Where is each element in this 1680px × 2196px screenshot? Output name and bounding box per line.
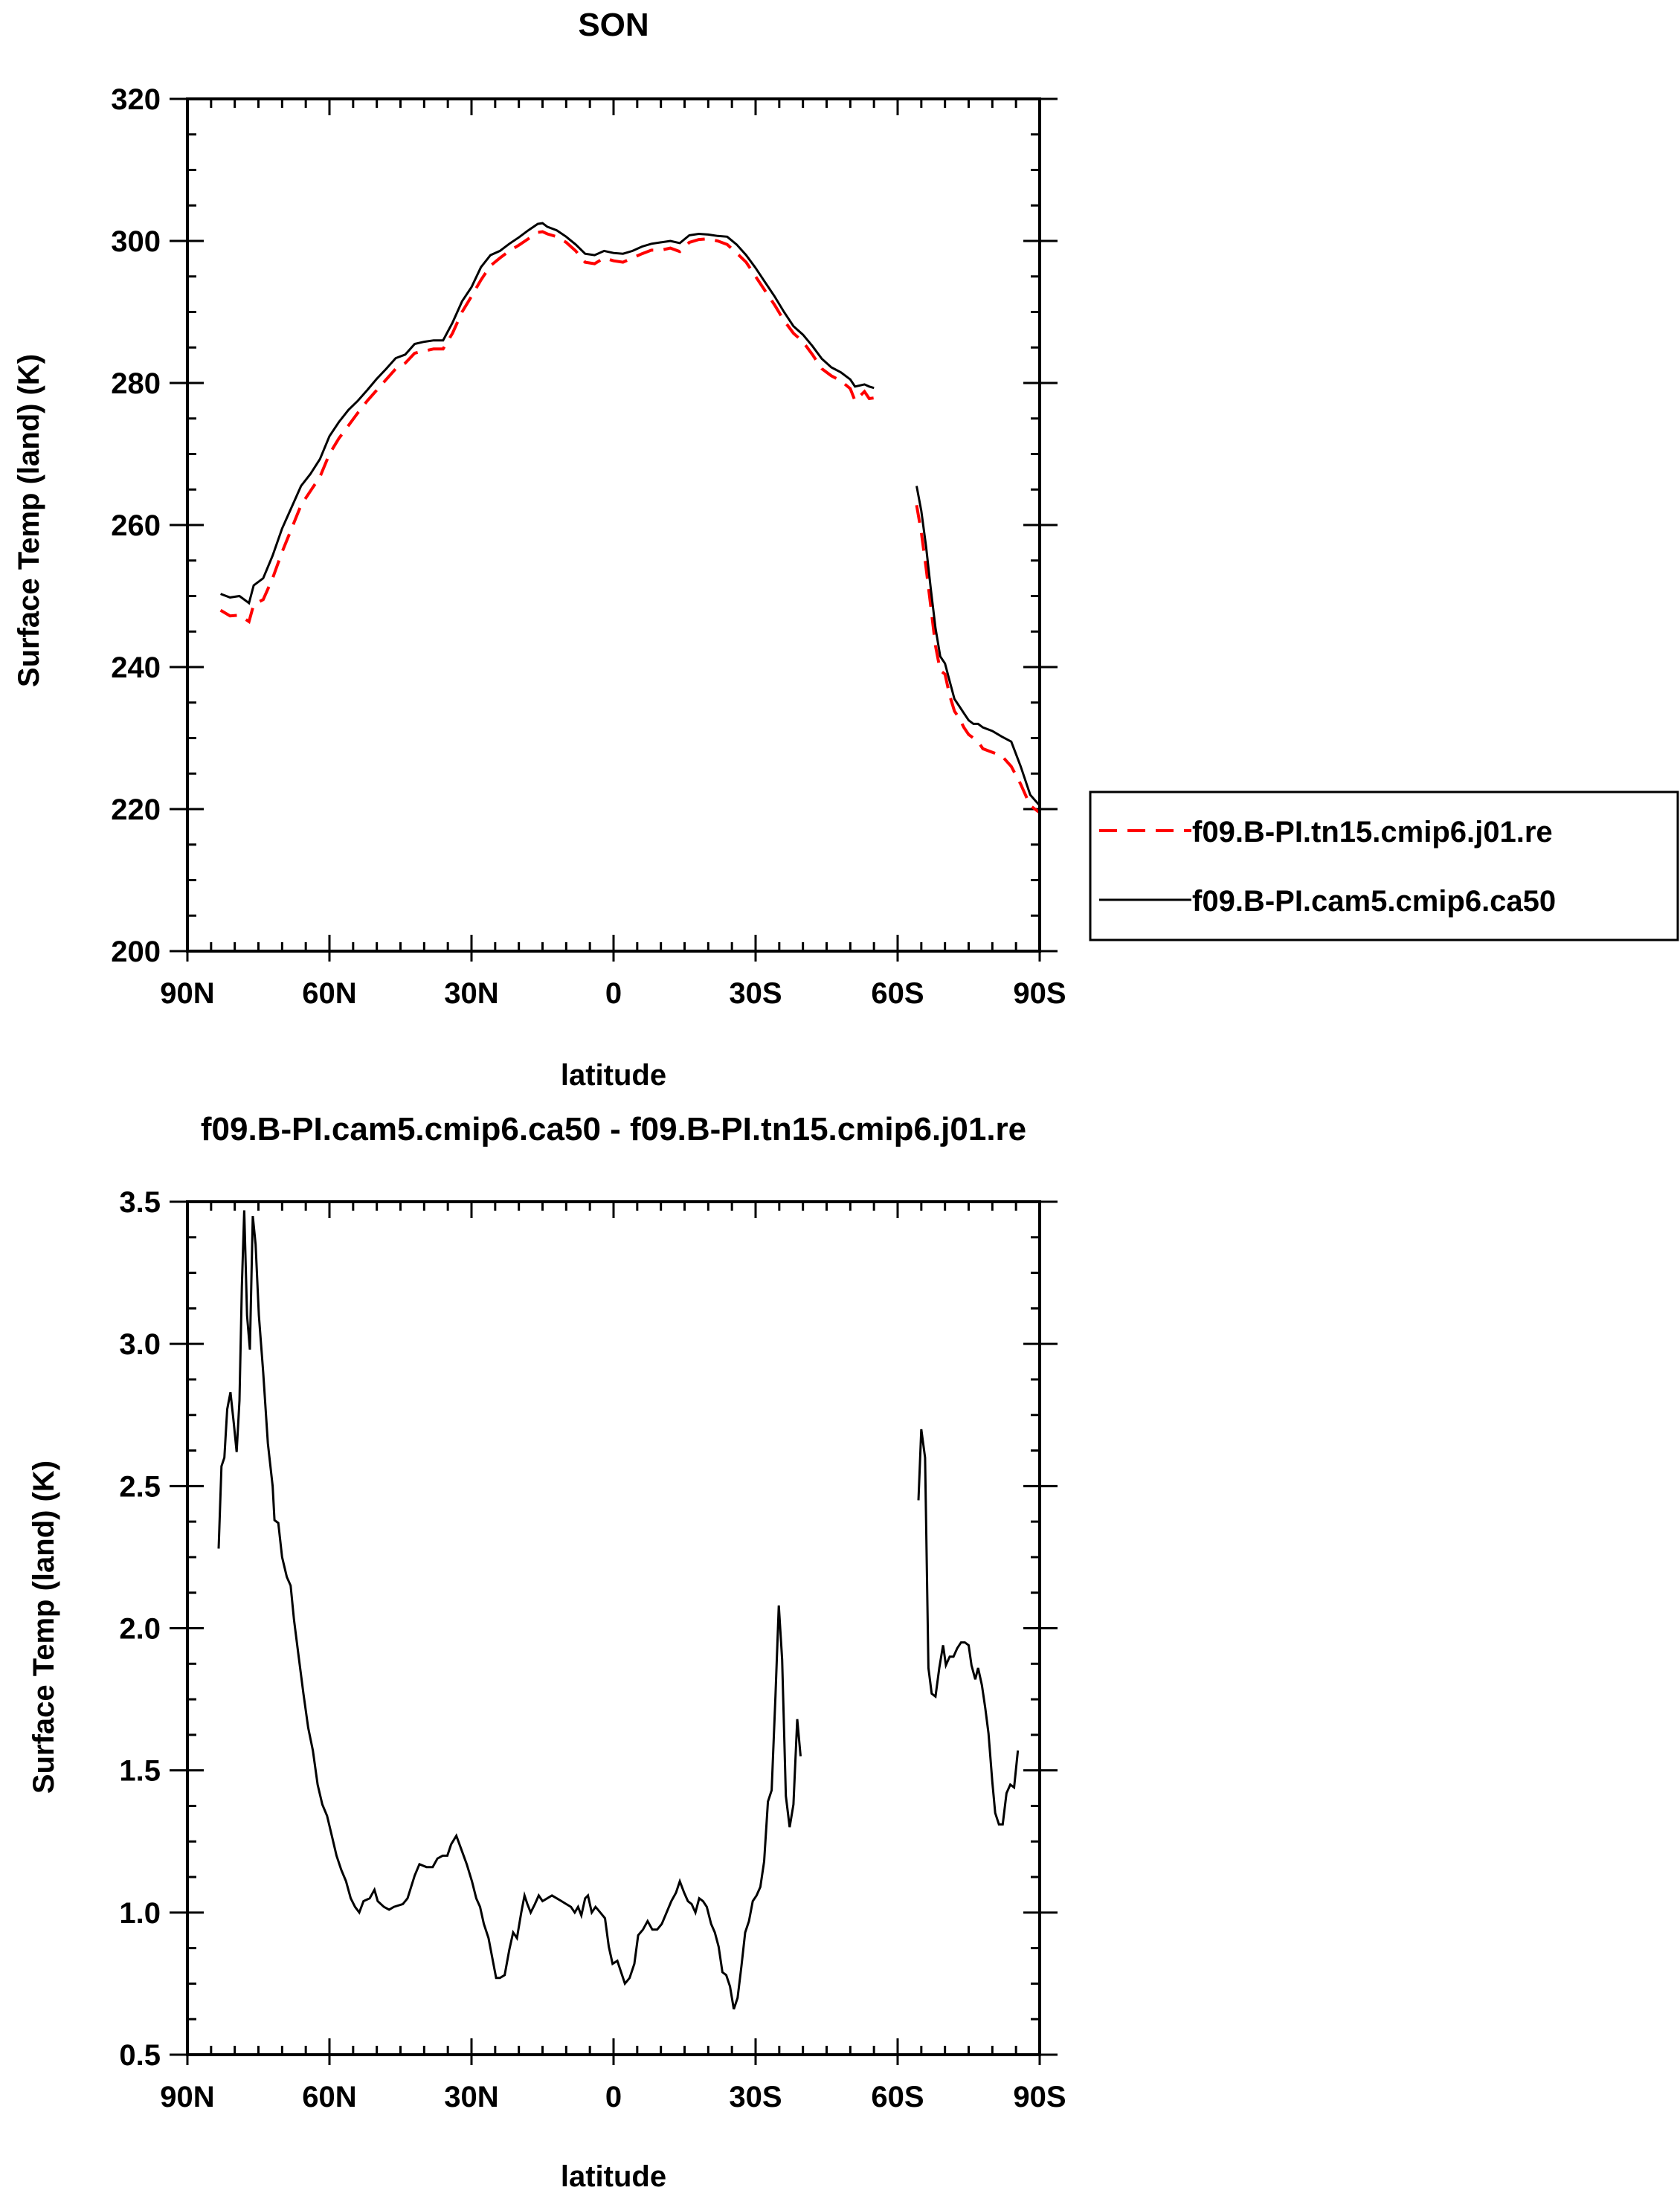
bottom-x-tick-label: 90S bbox=[1013, 2081, 1066, 2113]
top-y-tick-label: 280 bbox=[111, 367, 161, 400]
top-y-tick-label: 260 bbox=[111, 509, 161, 542]
bottom-y-tick-label: 1.0 bbox=[119, 1897, 161, 1930]
top-chart-title: SON bbox=[578, 7, 648, 43]
bottom-y-tick-label: 0.5 bbox=[119, 2039, 161, 2072]
bottom-chart: f09.B-PI.cam5.cmip6.ca50 - f09.B-PI.tn15… bbox=[28, 1111, 1066, 2193]
top-x-tick-label: 60S bbox=[871, 977, 924, 1010]
top-y-tick-label: 320 bbox=[111, 83, 161, 116]
top-y-tick-label: 220 bbox=[111, 793, 161, 826]
bottom-x-tick-label: 60N bbox=[302, 2081, 356, 2113]
bottom-y-tick-label: 3.0 bbox=[119, 1328, 161, 1361]
legend-label-series-1: f09.B-PI.tn15.cmip6.j01.re bbox=[1192, 816, 1553, 849]
top-series-line-1-south-segment bbox=[915, 504, 1041, 814]
bottom-x-tick-label: 60S bbox=[871, 2081, 924, 2113]
bottom-y-tick-label: 3.5 bbox=[119, 1186, 161, 1219]
legend-box bbox=[1089, 791, 1679, 941]
legend: f09.B-PI.tn15.cmip6.j01.re f09.B-PI.cam5… bbox=[1089, 791, 1679, 941]
top-y-tick-label: 300 bbox=[111, 225, 161, 258]
bottom-y-tick-label: 2.5 bbox=[119, 1470, 161, 1503]
bottom-x-tick-label: 30S bbox=[729, 2081, 782, 2113]
legend-label-series-2: f09.B-PI.cam5.cmip6.ca50 bbox=[1192, 885, 1556, 918]
top-x-tick-label: 90S bbox=[1013, 977, 1066, 1010]
bottom-chart-ylabel: Surface Temp (land) (K) bbox=[28, 1461, 60, 1794]
top-chart: SON Surface Temp (land) (K) latitude 90N… bbox=[13, 7, 1066, 1092]
top-series-line-1 bbox=[219, 230, 875, 625]
bottom-x-tick-label: 90N bbox=[160, 2081, 214, 2113]
bottom-plot-frame bbox=[186, 1200, 1041, 2056]
top-x-tick-label: 0 bbox=[605, 977, 622, 1010]
top-x-tick-label: 90N bbox=[160, 977, 214, 1010]
top-x-tick-label: 30N bbox=[444, 977, 498, 1010]
top-y-tick-label: 240 bbox=[111, 651, 161, 684]
bottom-x-tick-label: 0 bbox=[605, 2081, 622, 2113]
bottom-y-tick-label: 1.5 bbox=[119, 1755, 161, 1788]
bottom-x-tick-label: 30N bbox=[444, 2081, 498, 2113]
bottom-difference-line-segment-2 bbox=[917, 1429, 1020, 1826]
bottom-chart-title: f09.B-PI.cam5.cmip6.ca50 - f09.B-PI.tn15… bbox=[201, 1111, 1026, 1147]
top-x-tick-label: 60N bbox=[302, 977, 356, 1010]
bottom-chart-xlabel: latitude bbox=[561, 2160, 666, 2193]
top-x-tick-label: 30S bbox=[729, 977, 782, 1010]
top-plot-frame bbox=[186, 97, 1041, 953]
bottom-y-tick-label: 2.0 bbox=[119, 1613, 161, 1646]
top-chart-xlabel: latitude bbox=[561, 1059, 666, 1092]
top-series-line-2-south-segment bbox=[915, 486, 1041, 807]
top-chart-ylabel: Surface Temp (land) (K) bbox=[13, 354, 45, 687]
bottom-difference-line-segment-1 bbox=[217, 1210, 802, 2010]
top-y-tick-label: 200 bbox=[111, 936, 161, 968]
top-series-line-2 bbox=[220, 222, 875, 605]
